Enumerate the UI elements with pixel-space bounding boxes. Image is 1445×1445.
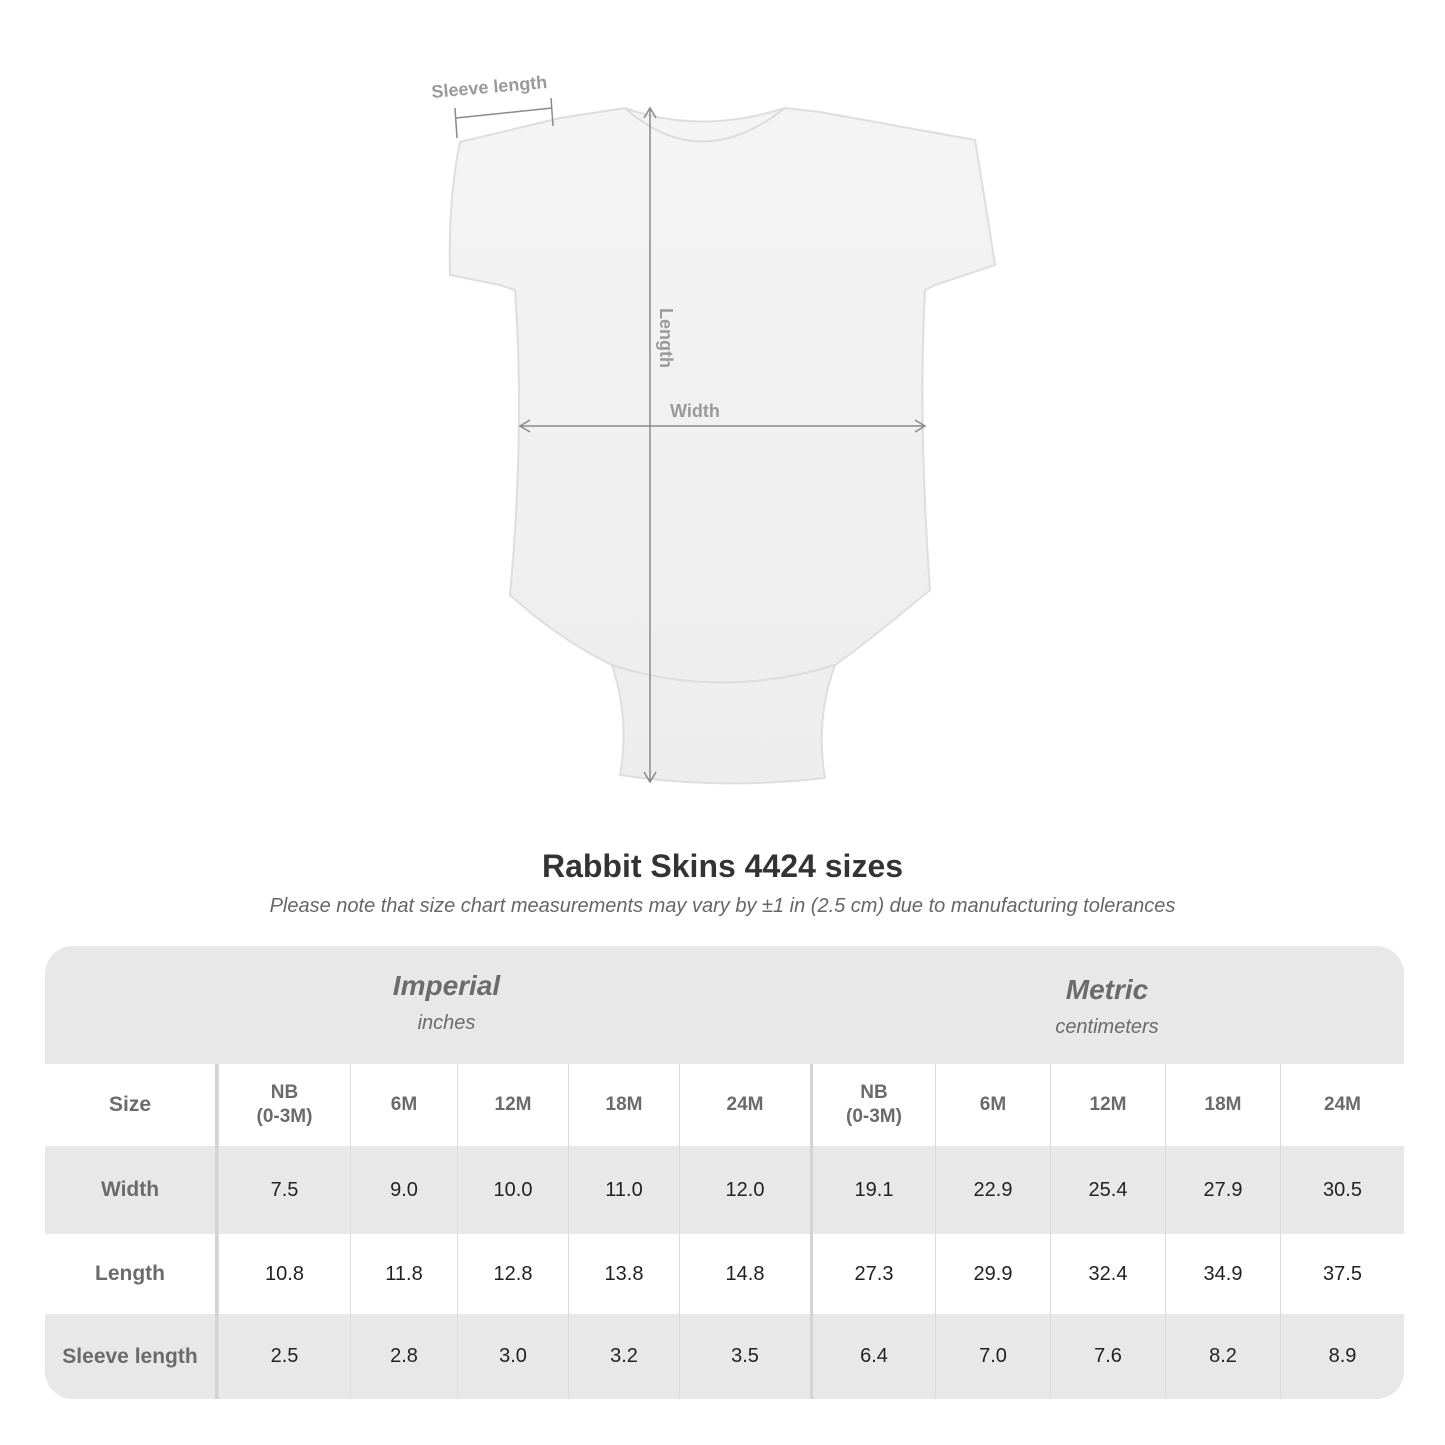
- width-label: Width: [670, 401, 720, 421]
- table-cell: 12.0: [679, 1146, 810, 1234]
- width-arrow: [518, 419, 927, 433]
- length-arrow: [643, 106, 657, 784]
- table-cell: 7.6: [1050, 1314, 1165, 1399]
- table-cell: 32.4: [1050, 1234, 1165, 1314]
- table-cell: 11.0: [568, 1146, 679, 1234]
- table-cell: 10.0: [457, 1146, 568, 1234]
- table-cell: 27.3: [810, 1234, 935, 1314]
- size-column-header: Size: [45, 1064, 218, 1146]
- row-header: Length: [45, 1234, 218, 1314]
- table-cell: 2.8: [350, 1314, 457, 1399]
- table-cell: 3.0: [457, 1314, 568, 1399]
- size-header-cell: 12M: [1050, 1064, 1165, 1146]
- table-cell: 6.4: [810, 1314, 935, 1399]
- table-cell: 29.9: [935, 1234, 1050, 1314]
- table-cell: 8.2: [1165, 1314, 1280, 1399]
- table-cell: 27.9: [1165, 1146, 1280, 1234]
- size-table: Imperial inches Metric centimeters Size N…: [45, 946, 1404, 1399]
- table-cell: 7.5: [218, 1146, 350, 1234]
- table-cell: 10.8: [218, 1234, 350, 1314]
- size-header-cell: 24M: [1280, 1064, 1404, 1146]
- table-row: Sleeve length 2.5 2.8 3.0 3.2 3.5 6.4 7.0 7.6 8.2…: [45, 1314, 1404, 1399]
- table-cell: 3.2: [568, 1314, 679, 1399]
- size-header-cell: 24M: [679, 1064, 810, 1146]
- table-cell: 34.9: [1165, 1234, 1280, 1314]
- metric-unit: centimeters: [1055, 1016, 1159, 1038]
- table-cell: 22.9: [935, 1146, 1050, 1234]
- table-cell: 3.5: [679, 1314, 810, 1399]
- size-header-cell: NB (0-3M): [810, 1064, 935, 1146]
- onesie-diagram: Sleeve length Length Width: [431, 72, 997, 785]
- table-cell: 2.5: [218, 1314, 350, 1399]
- sleeve-length-arrow: [454, 97, 554, 139]
- table-cell: 8.9: [1280, 1314, 1404, 1399]
- table-cell: 13.8: [568, 1234, 679, 1314]
- table-cell: 7.0: [935, 1314, 1050, 1399]
- table-cell: 37.5: [1280, 1234, 1404, 1314]
- table-cell: 9.0: [350, 1146, 457, 1234]
- sleeve-length-label: Sleeve length: [431, 72, 548, 102]
- table-cell: 19.1: [810, 1146, 935, 1234]
- table-row: Length 10.8 11.8 12.8 13.8 14.8 27.3 29.9 32.4 34…: [45, 1234, 1404, 1314]
- metric-group-header: Metric centimeters: [810, 946, 1404, 1064]
- table-cell: 12.8: [457, 1234, 568, 1314]
- size-header-cell: 18M: [1165, 1064, 1280, 1146]
- table-cell: 30.5: [1280, 1146, 1404, 1234]
- row-header: Width: [45, 1146, 218, 1234]
- size-header-cell: 12M: [457, 1064, 568, 1146]
- onesie-image: [448, 106, 997, 785]
- metric-heading: Metric: [1065, 974, 1149, 1005]
- size-header-row: Size NB (0-3M) 6M 12M 18M 24M NB (0-3M) 6M 12M 18…: [45, 1064, 1404, 1146]
- imperial-unit: inches: [417, 1012, 476, 1034]
- size-header-cell: 6M: [935, 1064, 1050, 1146]
- size-header-cell: 18M: [568, 1064, 679, 1146]
- size-header-cell: 6M: [350, 1064, 457, 1146]
- table-cell: 11.8: [350, 1234, 457, 1314]
- imperial-heading: Imperial: [392, 970, 501, 1001]
- chart-title: Rabbit Skins 4424 sizes: [541, 848, 904, 884]
- imperial-group-header: Imperial inches: [218, 946, 675, 1064]
- table-row: Width 7.5 9.0 10.0 11.0 12.0 19.1 22.9 25.4 27.9 3…: [45, 1146, 1404, 1234]
- length-label: Length: [656, 308, 676, 368]
- size-header-cell: NB (0-3M): [218, 1064, 350, 1146]
- tolerance-note: Please note that size chart measurements…: [269, 895, 1176, 917]
- table-cell: 14.8: [679, 1234, 810, 1314]
- table-cell: 25.4: [1050, 1146, 1165, 1234]
- row-header: Sleeve length: [45, 1314, 218, 1399]
